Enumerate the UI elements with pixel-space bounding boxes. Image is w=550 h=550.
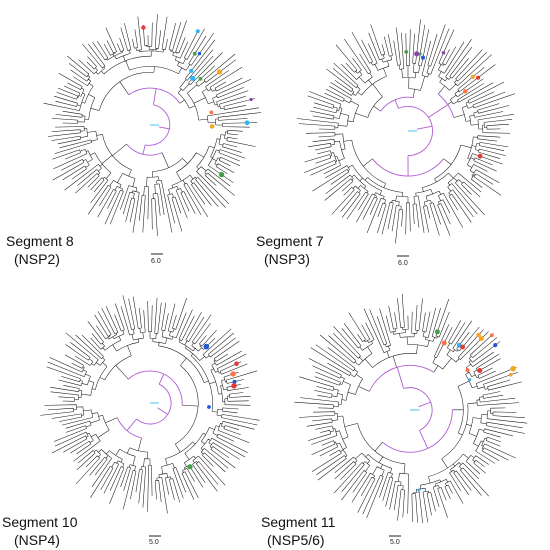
tip-marker [478,336,484,342]
tree-panel-segment-11: Segment 11 (NSP5/6) 5.0 [261,293,528,548]
tip-marker [441,340,447,346]
root-branches [372,93,455,177]
tip-marker [190,75,196,81]
tree-panel-segment-8: Segment 8 (NSP2) 6.0 [6,14,262,267]
nsp4-label: (NSP4) [14,532,60,548]
tree-panel-segment-7: Segment 7 (NSP3) 6.0 [256,19,516,267]
segment-8-label: Segment 8 [6,233,74,249]
scale-bar-label-segment-8: 6.0 [151,258,161,265]
scale-bar-label-segment-7: 6.0 [398,260,408,267]
tree-branches [43,14,262,236]
scale-bar-label-segment-11: 5.0 [390,539,400,546]
segment-7-label: Segment 7 [256,233,324,249]
tip-marker [249,97,253,102]
tip-marker [510,365,516,372]
tip-marker [477,368,483,373]
tip-marker [489,333,494,338]
root-branches [368,364,453,453]
segment-10-label: Segment 10 [2,514,78,530]
nsp5-6-label: (NSP5/6) [267,532,325,548]
tip-marker [465,368,470,373]
tip-marker [207,405,211,409]
scale-bar-segment-10: 5.0 [149,535,161,546]
tip-marker [209,110,214,115]
scale-bar-segment-8: 6.0 [151,253,163,265]
tip-marker [203,343,210,350]
tip-marker [187,464,193,470]
tree-branches [294,293,528,524]
tip-marker [404,50,409,54]
root-branches [126,87,181,156]
tip-marker [418,52,422,56]
scale-bar-segment-11: 5.0 [389,535,401,546]
tree-branches [296,19,516,244]
tip-marker [231,383,237,389]
nsp2-label: (NSP2) [14,251,60,267]
tip-marker [509,372,513,377]
nsp3-label: (NSP3) [264,251,310,267]
tip-marker [216,69,223,75]
tip-marker [417,488,421,492]
tip-marker [232,379,237,384]
tip-marker [141,25,146,30]
tip-marker [244,120,250,126]
tip-marker [470,74,475,79]
scale-bar-label-segment-10: 5.0 [149,539,159,546]
tip-marker [476,332,481,338]
tip-marker [476,75,481,80]
tip-marker [434,329,440,335]
tip-marker [209,124,215,129]
tree-branches [40,295,260,514]
circular-tree-segment-10 [40,295,260,514]
tip-marker [197,51,202,56]
tip-marker [414,51,420,57]
tree-panel-segment-10: Segment 10 (NSP4) 5.0 [2,295,260,548]
tip-marker [192,51,197,56]
tip-marker [468,378,472,381]
tip-marker [460,344,465,350]
tip-marker [198,77,203,81]
circular-tree-segment-8 [43,14,262,236]
tip-marker [420,55,426,60]
tip-marker [230,371,236,377]
tip-marker [189,68,194,73]
tip-marker [218,171,225,178]
circular-tree-segment-11 [294,293,528,524]
segment-11-label: Segment 11 [261,514,336,530]
tip-marker [195,29,200,34]
tip-marker [477,153,483,159]
tip-marker [493,343,498,348]
scale-bar-segment-7: 6.0 [397,255,409,267]
circular-tree-segment-7 [296,19,516,244]
tip-marker [463,89,468,94]
tip-marker [441,51,446,55]
root-branches [116,370,183,439]
tip-marker [234,361,239,367]
